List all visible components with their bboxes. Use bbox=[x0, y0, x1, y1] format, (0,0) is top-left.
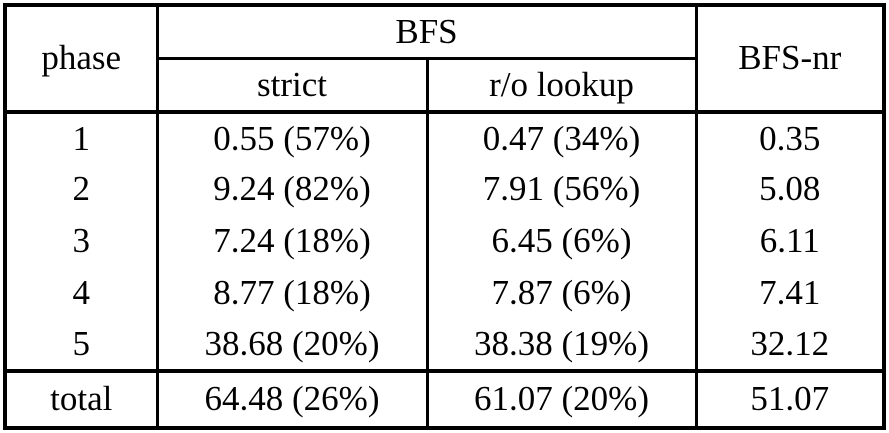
cell-strict: 38.68 (20%) bbox=[155, 319, 427, 372]
header-row-sub: strict r/o lookup bbox=[5, 58, 884, 114]
cell-ro-lookup: 7.91 (56%) bbox=[425, 163, 696, 216]
cell-strict: 0.55 (57%) bbox=[155, 112, 427, 164]
table-row-phase-4: 4 8.77 (18%) 7.87 (6%) 7.41 bbox=[5, 267, 884, 320]
cell-ro-lookup: 7.87 (6%) bbox=[425, 267, 696, 320]
cell-strict: 8.77 (18%) bbox=[155, 267, 427, 320]
cell-total-strict: 64.48 (26%) bbox=[155, 369, 427, 428]
header-row-group: phase BFS BFS-nr bbox=[5, 5, 884, 114]
cell-bfs-nr: 7.41 bbox=[694, 267, 884, 320]
cell-strict: 9.24 (82%) bbox=[155, 163, 427, 216]
table-row-phase-1: 1 0.55 (57%) 0.47 (34%) 0.35 bbox=[5, 112, 884, 164]
cell-total-label: total bbox=[5, 369, 157, 428]
cell-phase: 3 bbox=[72, 221, 91, 261]
cell-bfs-nr: 6.11 bbox=[694, 215, 884, 268]
bfs-performance-table: phase BFS BFS-nr strict r/o lookup 1 0.5… bbox=[3, 3, 886, 430]
cell-total-ro-lookup: 61.07 (20%) bbox=[425, 369, 696, 428]
cell-bfs-nr: 5.08 bbox=[694, 163, 884, 216]
header-cell-bfs-group: BFS bbox=[155, 5, 696, 60]
cell-phase: 2 bbox=[72, 169, 91, 209]
header-cell-phase: phase bbox=[5, 5, 157, 114]
table-row-phase-5: 5 38.68 (20%) 38.38 (19%) 32.12 bbox=[5, 319, 884, 372]
header-cell-ro-lookup: r/o lookup bbox=[425, 58, 696, 114]
header-cell-bfs-nr: BFS-nr bbox=[694, 5, 884, 114]
cell-phase: 4 bbox=[72, 273, 91, 313]
cell-bfs-nr: 0.35 bbox=[694, 112, 884, 164]
table-row-phase-3: 3 7.24 (18%) 6.45 (6%) 6.11 bbox=[5, 215, 884, 268]
cell-bfs-nr: 32.12 bbox=[694, 319, 884, 372]
cell-phase: 1 bbox=[72, 118, 91, 158]
cell-total-bfs-nr: 51.07 bbox=[694, 369, 884, 428]
cell-ro-lookup: 38.38 (19%) bbox=[425, 319, 696, 372]
cell-strict: 7.24 (18%) bbox=[155, 215, 427, 268]
table-row-total: total 64.48 (26%) 61.07 (20%) 51.07 bbox=[5, 369, 884, 428]
cell-ro-lookup: 0.47 (34%) bbox=[425, 112, 696, 164]
header-cell-strict: strict bbox=[155, 58, 427, 114]
cell-ro-lookup: 6.45 (6%) bbox=[425, 215, 696, 268]
cell-phase: 5 bbox=[72, 323, 91, 363]
table-row-phase-2: 2 9.24 (82%) 7.91 (56%) 5.08 bbox=[5, 163, 884, 216]
